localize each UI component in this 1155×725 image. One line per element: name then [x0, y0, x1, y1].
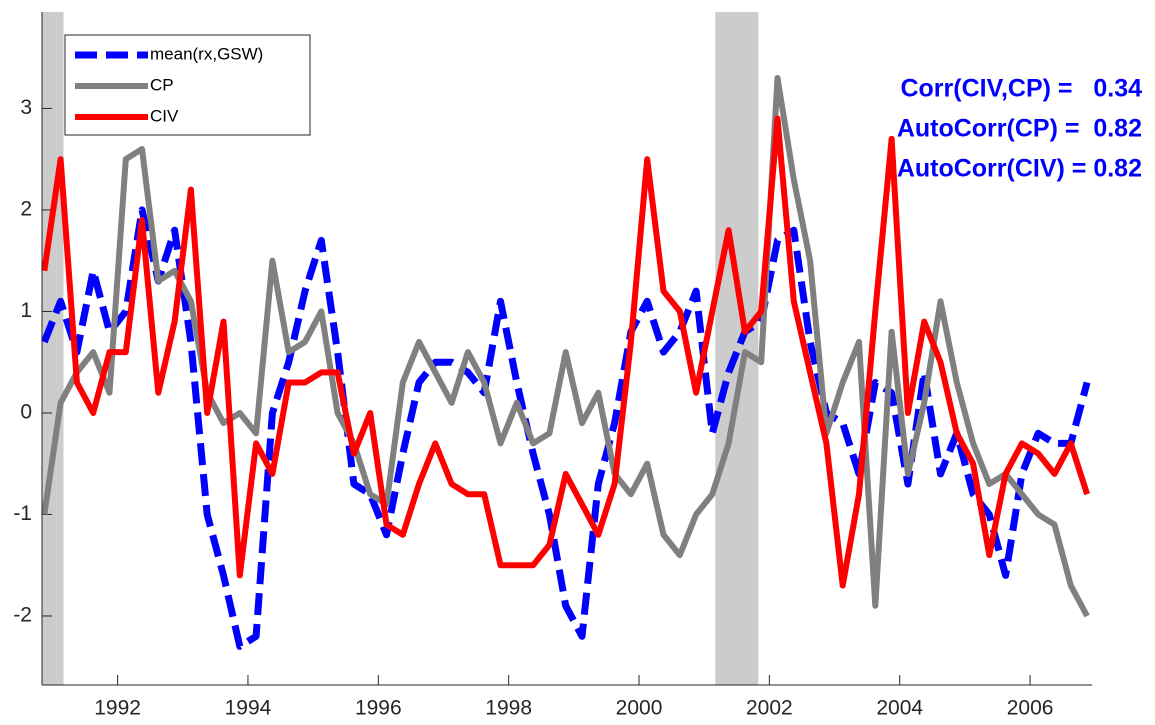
y-tick-label: 3: [20, 96, 32, 119]
x-tick-label: 2002: [746, 697, 793, 720]
legend-label: CIV: [150, 106, 179, 125]
series-line: [42, 115, 1090, 589]
x-tick-label: 2006: [1007, 697, 1054, 720]
y-tick-label: 1: [20, 299, 32, 322]
shaded-period: [42, 12, 64, 685]
y-tick-label: 0: [20, 401, 32, 424]
legend-label: mean(rx,GSW): [150, 44, 263, 63]
y-tick-label: -1: [13, 502, 32, 525]
annotation: Corr(CIV,CP) = 0.34: [900, 75, 1142, 103]
x-tick-label: 2004: [876, 697, 923, 720]
x-tick-label: 1996: [355, 697, 402, 720]
x-tick-label: 1998: [485, 697, 532, 720]
series-line: [42, 206, 1091, 650]
legend-label: CP: [150, 75, 174, 94]
x-tick-label: 1992: [94, 697, 141, 720]
annotation: AutoCorr(CIV) = 0.82: [897, 155, 1142, 183]
annotation: AutoCorr(CP) = 0.82: [897, 115, 1142, 143]
series-line: [42, 75, 1090, 618]
y-tick-label: -2: [13, 604, 32, 627]
shaded-period: [715, 12, 759, 685]
x-tick-label: 1994: [225, 697, 272, 720]
y-tick-label: 2: [20, 197, 32, 220]
x-tick-label: 2000: [616, 697, 663, 720]
